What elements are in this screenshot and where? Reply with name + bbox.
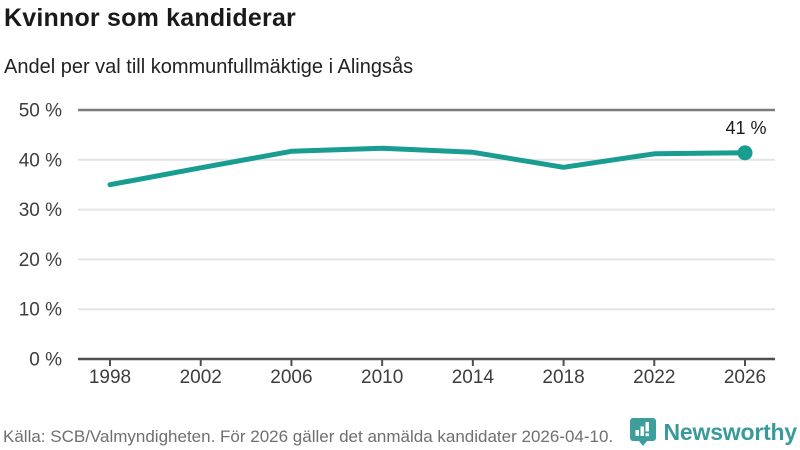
source-note: Källa: SCB/Valmyndigheten. För 2026 gäll… (3, 427, 614, 446)
logo-bar-2 (640, 426, 644, 436)
newsworthy-logo: Newsworthy (629, 415, 797, 449)
line-chart: 0 % 10 % 20 % 30 % 40 % 50 % 1998 2002 2006 2010 2… (19, 101, 775, 388)
logo-bar-1 (635, 430, 639, 436)
end-value-label: 41 % (725, 118, 766, 138)
x-tick-label: 2022 (633, 367, 675, 388)
x-tick-label: 2018 (542, 367, 584, 388)
logo-exclamation-dot (645, 433, 649, 437)
y-tick-label: 0 % (29, 350, 62, 371)
y-tick-label: 30 % (19, 200, 62, 221)
newsworthy-icon (629, 418, 656, 446)
y-tick-label: 10 % (19, 300, 62, 321)
page-title: Kvinnor som kandiderar (4, 4, 296, 32)
x-tick-label: 2026 (724, 367, 766, 388)
y-tick-label: 50 % (19, 101, 62, 122)
x-tick-label: 2002 (180, 367, 222, 388)
x-tick-label: 2006 (270, 367, 312, 388)
data-line (107, 145, 748, 188)
logo-exclamation-bar (645, 422, 649, 432)
x-tick-label: 1998 (89, 367, 131, 388)
x-tick-label: 2010 (361, 367, 403, 388)
y-tick-label: 40 % (19, 150, 62, 171)
x-tick-label: 2014 (452, 367, 495, 388)
page-subtitle: Andel per val till kommunfullmäktige i A… (4, 56, 414, 78)
newsworthy-wordmark: Newsworthy (663, 418, 798, 445)
y-tick-label: 20 % (19, 250, 62, 271)
end-point-marker (737, 145, 753, 161)
